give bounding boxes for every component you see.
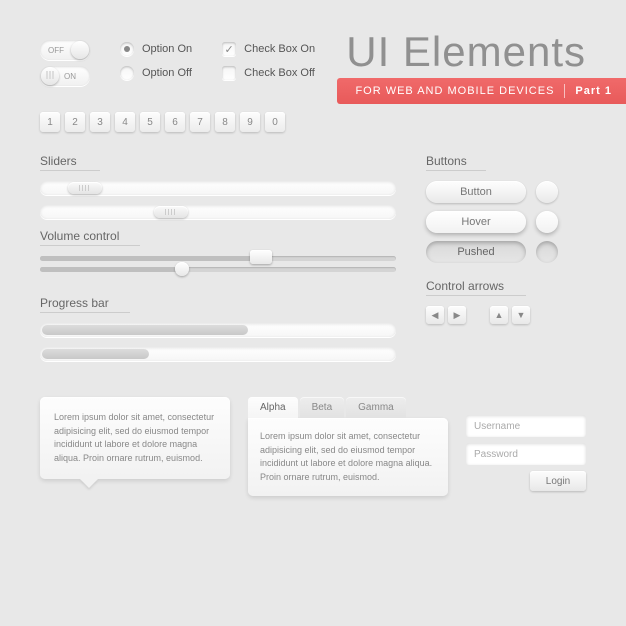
number-keys: 1234567890 — [40, 112, 586, 132]
part-label: Part 1 — [575, 85, 612, 97]
arrow-up-icon[interactable]: ▲ — [490, 306, 508, 324]
password-field[interactable]: Password — [466, 443, 586, 465]
slider-1[interactable] — [40, 181, 396, 195]
volume-heading: Volume control — [40, 229, 140, 246]
checkbox-on-label: Check Box On — [244, 43, 315, 55]
volume-2[interactable] — [40, 267, 396, 272]
key-1[interactable]: 1 — [40, 112, 60, 132]
volume-1[interactable] — [40, 256, 396, 261]
key-7[interactable]: 7 — [190, 112, 210, 132]
slider-thumb[interactable] — [68, 182, 102, 194]
key-8[interactable]: 8 — [215, 112, 235, 132]
speech-bubble: Lorem ipsum dolor sit amet, consectetur … — [40, 397, 230, 479]
toggle-on-label: ON — [64, 72, 76, 81]
radio-on[interactable] — [120, 42, 134, 56]
tab-beta[interactable]: Beta — [300, 397, 345, 418]
divider — [564, 84, 565, 98]
tab-content: Lorem ipsum dolor sit amet, consectetur … — [248, 418, 448, 496]
arrows-heading: Control arrows — [426, 279, 526, 296]
key-2[interactable]: 2 — [65, 112, 85, 132]
slider-2[interactable] — [40, 205, 396, 219]
button-hover[interactable]: Hover — [426, 211, 526, 233]
checkbox-off-label: Check Box Off — [244, 67, 315, 79]
progress-fill — [42, 325, 248, 335]
checkbox-on[interactable]: ✓ — [222, 42, 236, 56]
circle-button-pushed[interactable] — [536, 241, 558, 263]
checkbox-off[interactable] — [222, 66, 236, 80]
progress-heading: Progress bar — [40, 296, 130, 313]
key-0[interactable]: 0 — [265, 112, 285, 132]
toggle-on[interactable]: ON — [40, 66, 90, 86]
key-4[interactable]: 4 — [115, 112, 135, 132]
slider-thumb[interactable] — [154, 206, 188, 218]
radio-off-label: Option Off — [142, 67, 192, 79]
volume-fill — [40, 267, 182, 272]
page-title: UI Elements — [337, 28, 626, 76]
tab-alpha[interactable]: Alpha — [248, 397, 298, 418]
key-6[interactable]: 6 — [165, 112, 185, 132]
buttons-heading: Buttons — [426, 154, 486, 171]
key-9[interactable]: 9 — [240, 112, 260, 132]
key-5[interactable]: 5 — [140, 112, 160, 132]
circle-button-hover[interactable] — [536, 211, 558, 233]
sliders-heading: Sliders — [40, 154, 100, 171]
button-normal[interactable]: Button — [426, 181, 526, 203]
radio-off[interactable] — [120, 66, 134, 80]
arrow-down-icon[interactable]: ▼ — [512, 306, 530, 324]
volume-knob[interactable] — [175, 262, 189, 276]
subtitle-bar: FOR WEB AND MOBILE DEVICES Part 1 — [337, 78, 626, 104]
progress-1 — [40, 323, 396, 337]
arrow-left-icon[interactable]: ◀ — [426, 306, 444, 324]
progress-2 — [40, 347, 396, 361]
circle-button-normal[interactable] — [536, 181, 558, 203]
toggle-off[interactable]: OFF — [40, 40, 90, 60]
volume-fill — [40, 256, 261, 261]
tabs-container: Alpha Beta Gamma Lorem ipsum dolor sit a… — [248, 397, 448, 496]
tab-gamma[interactable]: Gamma — [346, 397, 406, 418]
progress-fill — [42, 349, 149, 359]
toggle-knob — [41, 67, 59, 85]
username-field[interactable]: Username — [466, 415, 586, 437]
toggle-knob — [71, 41, 89, 59]
arrow-right-icon[interactable]: ▶ — [448, 306, 466, 324]
header: UI Elements FOR WEB AND MOBILE DEVICES P… — [337, 28, 626, 104]
key-3[interactable]: 3 — [90, 112, 110, 132]
subtitle-text: FOR WEB AND MOBILE DEVICES — [355, 85, 554, 97]
login-form: Username Password Login — [466, 415, 586, 491]
radio-on-label: Option On — [142, 43, 192, 55]
volume-knob[interactable] — [250, 250, 272, 264]
login-button[interactable]: Login — [530, 471, 586, 491]
button-pushed[interactable]: Pushed — [426, 241, 526, 263]
toggle-off-label: OFF — [48, 46, 64, 55]
